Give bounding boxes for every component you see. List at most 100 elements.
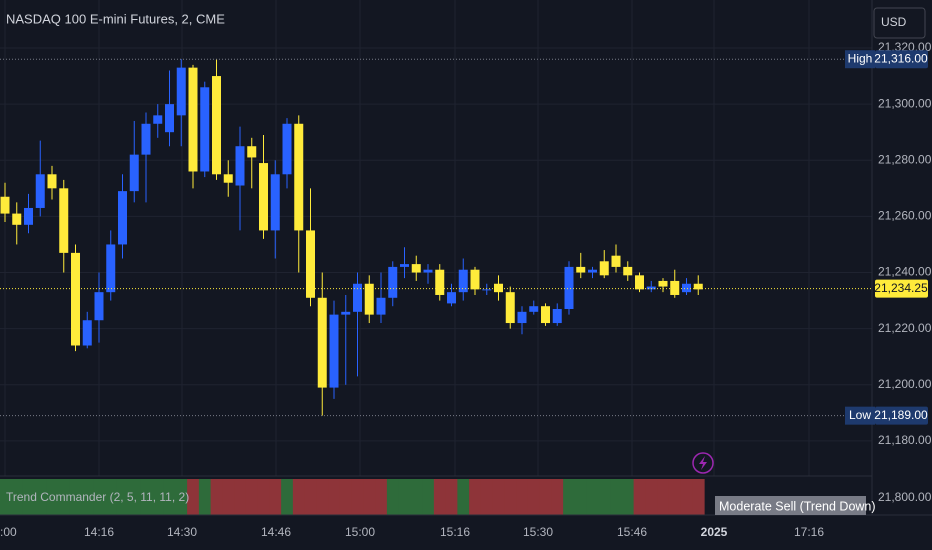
trend-band	[257, 479, 270, 515]
y-tick-label: 21,260.00	[878, 209, 932, 223]
candle-body	[341, 311, 351, 315]
candle-body	[165, 104, 174, 133]
currency-button[interactable]	[873, 7, 926, 39]
candle-body	[317, 297, 327, 388]
candle-body	[564, 266, 574, 310]
trend-band	[187, 479, 200, 515]
candle-body	[259, 163, 268, 231]
currency[interactable]: USD	[881, 15, 907, 29]
candle-body	[411, 264, 421, 273]
trend-band	[175, 479, 188, 515]
x-tick-label: 14:16	[84, 525, 114, 539]
candle-body	[306, 230, 315, 298]
trend-band	[46, 479, 59, 515]
trend-band	[680, 479, 693, 515]
candle-body	[270, 174, 280, 231]
event-bolt	[699, 456, 707, 470]
trend-band	[398, 479, 411, 515]
event-icon[interactable]	[692, 452, 714, 474]
trend-band	[492, 479, 505, 515]
x-tick-label: 2025	[701, 525, 728, 539]
candle-body	[693, 283, 703, 290]
candle-body	[682, 283, 691, 293]
last-price: 21,234.25	[874, 281, 928, 295]
trend-band	[539, 479, 552, 515]
candle-body	[517, 311, 527, 324]
trend-band	[574, 479, 588, 515]
trend-band	[375, 479, 388, 515]
candle-body	[646, 286, 656, 290]
candle-body	[188, 67, 198, 172]
candle-body	[388, 266, 398, 298]
trend-band	[292, 479, 306, 515]
candle-body	[176, 67, 186, 116]
x-tick-label: 17:16	[794, 525, 824, 539]
x-tick-label: 15:00	[345, 525, 375, 539]
trend-band	[422, 479, 435, 515]
trend-band	[668, 479, 682, 515]
trend-band	[586, 479, 599, 515]
trend-band	[281, 479, 294, 515]
trend-band	[527, 479, 541, 515]
trend-band	[245, 479, 259, 515]
candle-body	[423, 269, 433, 273]
candle-body	[59, 188, 69, 253]
trend-band	[104, 479, 118, 515]
trend-band	[140, 479, 153, 515]
x-tick-label: 15:30	[523, 525, 553, 539]
y-tick-label: 21,280.00	[878, 152, 932, 166]
candle-body	[505, 292, 515, 324]
candle-body	[494, 283, 503, 293]
candle-body	[541, 306, 550, 324]
high-tag-text: High	[848, 51, 873, 65]
candle-body	[118, 191, 127, 245]
trend-band	[116, 479, 129, 515]
candle-body	[212, 76, 221, 175]
candles	[0, 59, 705, 515]
high-price-box	[875, 50, 928, 69]
x-tick-label: 14:46	[261, 525, 291, 539]
trend-band	[610, 479, 623, 515]
candle-body	[141, 123, 151, 155]
high-tag	[845, 50, 875, 69]
trend-band	[0, 479, 12, 515]
low-price: 21,189.00	[874, 408, 928, 422]
y-tick-label: 21,220.00	[878, 321, 932, 335]
candle-body	[611, 255, 621, 267]
candle-body	[588, 269, 597, 273]
candle-body	[153, 115, 163, 124]
trend-band	[128, 479, 141, 515]
trend-band	[598, 479, 611, 515]
low-tag-text: Low	[849, 408, 871, 422]
trend-band	[10, 479, 24, 515]
candle-body	[200, 87, 210, 172]
trend-band	[480, 479, 494, 515]
trend-band	[163, 479, 176, 515]
indicator-name: Trend Commander (2, 5, 11, 11, 2)	[6, 490, 189, 504]
candle-body	[635, 275, 644, 290]
trend-band	[657, 479, 670, 515]
trend-band	[69, 479, 82, 515]
candle-body	[247, 146, 257, 158]
candle-body	[82, 320, 92, 346]
candle-body	[223, 174, 233, 183]
x-tick-label: 15:16	[440, 525, 470, 539]
candle-body	[447, 292, 456, 304]
trend-band	[151, 479, 165, 515]
trend-band	[351, 479, 364, 515]
x-tick-label: 14:30	[167, 525, 197, 539]
x-tick-label: 15:46	[617, 525, 647, 539]
trend-band	[93, 479, 106, 515]
trend-band	[621, 479, 635, 515]
candle-body	[329, 314, 339, 388]
x-tick-label: 4:00	[0, 525, 17, 539]
high-price: 21,316.00	[874, 51, 928, 65]
candle-body	[529, 306, 539, 312]
candle-body	[623, 266, 633, 276]
trend-band	[633, 479, 646, 515]
status-box	[715, 496, 866, 515]
candle-body	[12, 213, 22, 225]
candle-body	[376, 297, 386, 315]
candle-body	[552, 309, 562, 324]
